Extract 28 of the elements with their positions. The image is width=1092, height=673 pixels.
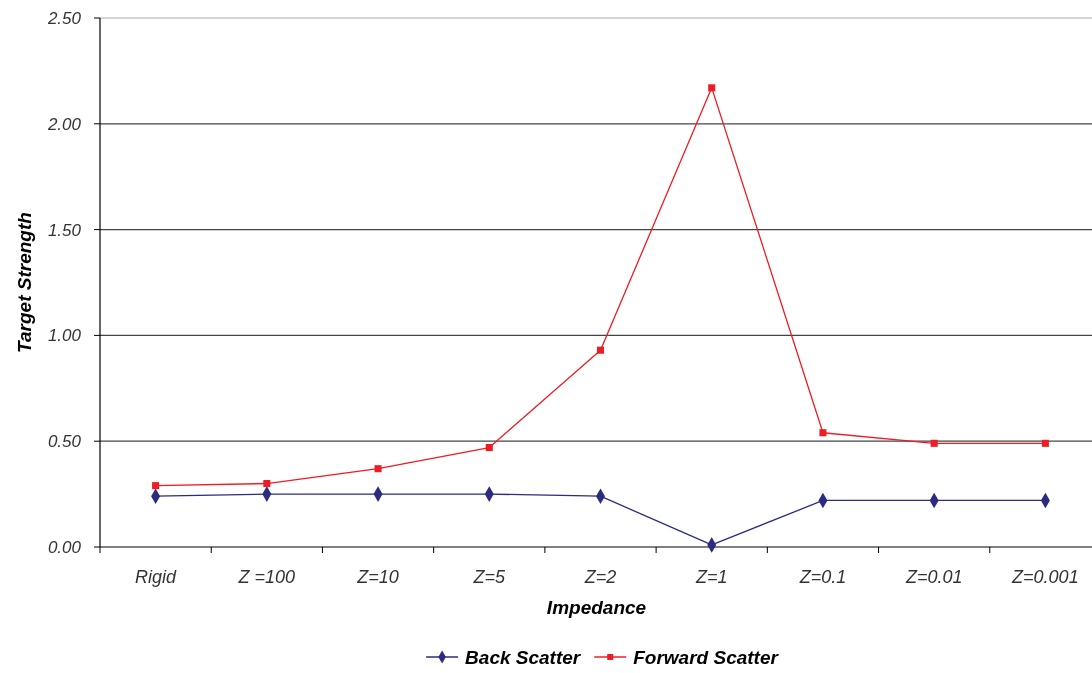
- point: [708, 84, 716, 92]
- x-tick-label: Z=5: [472, 567, 507, 587]
- x-tick-label: Z=0.001: [1011, 567, 1079, 587]
- point: [1041, 439, 1049, 447]
- y-axis-title: Target Strength: [14, 212, 35, 353]
- point: [374, 465, 382, 473]
- y-tick-label: 2.00: [46, 114, 82, 134]
- y-tick-label: 1.00: [47, 326, 82, 346]
- point: [596, 346, 605, 354]
- x-tick-label: Z=0.01: [904, 567, 963, 587]
- point: [485, 444, 493, 452]
- point: [152, 482, 160, 490]
- x-tick-label: Rigid: [135, 567, 178, 587]
- x-tick-label: Z=0.1: [798, 567, 847, 587]
- legend-label: Back Scatter: [465, 646, 582, 668]
- y-tick-label: 0.50: [47, 432, 82, 452]
- point: [819, 429, 827, 437]
- x-axis-title: Impedance: [546, 597, 647, 618]
- point: [263, 479, 271, 488]
- point: [930, 439, 938, 447]
- y-tick-label: 2.50: [46, 8, 82, 28]
- x-tick-label: Z =100: [237, 567, 296, 587]
- x-tick-label: Z=2: [583, 567, 617, 587]
- x-tick-label: Z=10: [356, 567, 399, 587]
- legend-label: Forward Scatter: [633, 646, 780, 668]
- x-tick-label: Z=1: [694, 567, 728, 587]
- y-tick-label: 0.00: [47, 537, 82, 557]
- y-tick-label: 1.50: [47, 220, 82, 240]
